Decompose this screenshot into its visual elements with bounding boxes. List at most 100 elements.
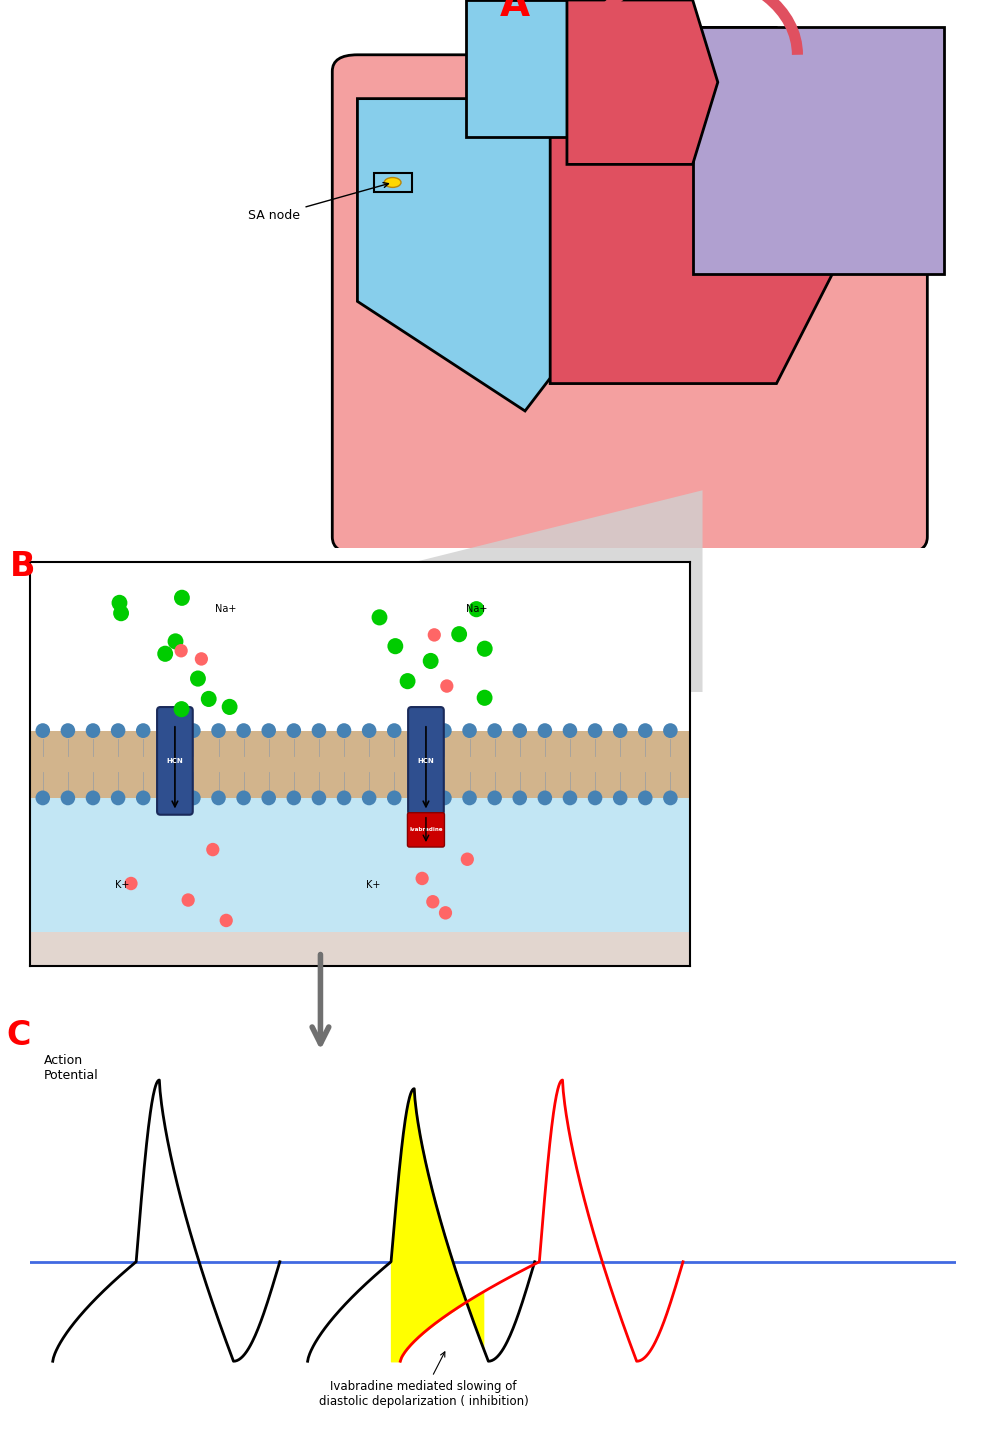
Text: SA node: SA node xyxy=(248,183,388,222)
Polygon shape xyxy=(692,27,945,274)
Text: B: B xyxy=(10,549,35,583)
Ellipse shape xyxy=(337,724,351,738)
Ellipse shape xyxy=(362,790,377,805)
Circle shape xyxy=(387,639,403,655)
Circle shape xyxy=(428,629,441,642)
Ellipse shape xyxy=(588,790,602,805)
Circle shape xyxy=(174,590,190,606)
Circle shape xyxy=(476,689,493,705)
Text: K+: K+ xyxy=(115,881,130,890)
Ellipse shape xyxy=(60,724,75,738)
Ellipse shape xyxy=(211,790,226,805)
Circle shape xyxy=(190,671,206,686)
Ellipse shape xyxy=(412,790,427,805)
Circle shape xyxy=(206,842,220,857)
Ellipse shape xyxy=(186,724,201,738)
Ellipse shape xyxy=(412,724,427,738)
Ellipse shape xyxy=(487,724,502,738)
Ellipse shape xyxy=(362,724,377,738)
Ellipse shape xyxy=(110,724,125,738)
Text: Na+: Na+ xyxy=(215,604,236,614)
Ellipse shape xyxy=(211,724,226,738)
Circle shape xyxy=(111,594,127,611)
Circle shape xyxy=(174,701,189,717)
Bar xyxy=(30,731,690,797)
Polygon shape xyxy=(357,98,609,411)
Circle shape xyxy=(399,673,415,689)
Ellipse shape xyxy=(638,724,653,738)
Text: Na+: Na+ xyxy=(465,604,487,614)
Text: HCN: HCN xyxy=(167,758,183,764)
Ellipse shape xyxy=(563,724,577,738)
Ellipse shape xyxy=(537,724,552,738)
Circle shape xyxy=(181,893,195,907)
Circle shape xyxy=(452,626,467,642)
Ellipse shape xyxy=(462,790,477,805)
Text: Action
Potential: Action Potential xyxy=(43,1054,99,1082)
Circle shape xyxy=(175,645,187,658)
Ellipse shape xyxy=(287,724,301,738)
Circle shape xyxy=(477,640,493,656)
Ellipse shape xyxy=(437,724,452,738)
Ellipse shape xyxy=(237,724,250,738)
Ellipse shape xyxy=(437,790,452,805)
Ellipse shape xyxy=(35,790,50,805)
Ellipse shape xyxy=(638,790,653,805)
Bar xyxy=(375,173,412,192)
Ellipse shape xyxy=(487,790,502,805)
Polygon shape xyxy=(37,490,702,692)
Circle shape xyxy=(168,633,183,649)
Circle shape xyxy=(195,652,208,666)
Ellipse shape xyxy=(237,790,250,805)
Ellipse shape xyxy=(513,724,528,738)
Ellipse shape xyxy=(312,724,326,738)
Text: HCN: HCN xyxy=(418,758,434,764)
Circle shape xyxy=(423,653,439,669)
Circle shape xyxy=(439,906,453,920)
FancyBboxPatch shape xyxy=(332,55,928,554)
Ellipse shape xyxy=(35,724,50,738)
Polygon shape xyxy=(550,27,860,384)
Ellipse shape xyxy=(613,790,627,805)
Ellipse shape xyxy=(136,790,151,805)
Text: K+: K+ xyxy=(367,881,381,890)
Ellipse shape xyxy=(110,790,125,805)
Circle shape xyxy=(460,852,474,867)
Text: C: C xyxy=(6,1019,31,1053)
Ellipse shape xyxy=(563,790,577,805)
Circle shape xyxy=(220,914,233,927)
Circle shape xyxy=(440,679,454,692)
Circle shape xyxy=(124,877,138,890)
Ellipse shape xyxy=(513,790,528,805)
Text: Ivabradine mediated slowing of
diastolic depolarization ( inhibition): Ivabradine mediated slowing of diastolic… xyxy=(318,1351,528,1407)
Ellipse shape xyxy=(161,790,176,805)
Circle shape xyxy=(468,601,484,617)
Bar xyxy=(30,933,690,966)
Ellipse shape xyxy=(161,724,176,738)
Ellipse shape xyxy=(86,724,101,738)
Ellipse shape xyxy=(60,790,75,805)
Ellipse shape xyxy=(588,724,602,738)
Circle shape xyxy=(426,895,440,908)
Ellipse shape xyxy=(387,724,401,738)
Ellipse shape xyxy=(136,724,151,738)
Bar xyxy=(30,797,690,966)
Ellipse shape xyxy=(261,724,276,738)
Ellipse shape xyxy=(537,790,552,805)
Ellipse shape xyxy=(613,724,627,738)
Ellipse shape xyxy=(186,790,201,805)
FancyBboxPatch shape xyxy=(408,707,444,815)
FancyBboxPatch shape xyxy=(157,707,192,815)
Ellipse shape xyxy=(664,790,677,805)
Circle shape xyxy=(113,606,129,622)
Text: A: A xyxy=(500,0,530,25)
Ellipse shape xyxy=(664,724,677,738)
FancyBboxPatch shape xyxy=(407,813,445,846)
Bar xyxy=(466,0,567,137)
Ellipse shape xyxy=(86,790,101,805)
Circle shape xyxy=(372,610,387,626)
Circle shape xyxy=(201,691,217,707)
Circle shape xyxy=(157,646,174,662)
Text: Ivabradine: Ivabradine xyxy=(409,828,443,832)
Ellipse shape xyxy=(261,790,276,805)
